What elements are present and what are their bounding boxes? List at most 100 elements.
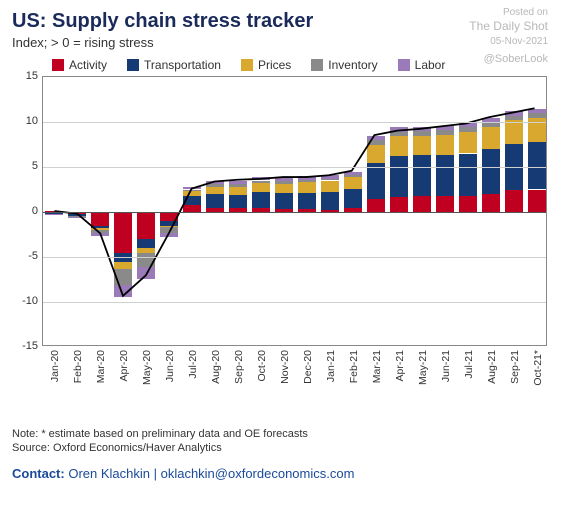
bar-segment-prices <box>321 181 339 193</box>
bar-segment-activity <box>436 196 454 212</box>
bar-segment-inventory <box>183 190 201 192</box>
x-tick-label: Aug-20 <box>210 350 222 384</box>
bar-segment-labor <box>367 136 385 141</box>
legend-item: Activity <box>52 58 107 72</box>
bar-segment-activity <box>91 212 109 226</box>
footnote: Note: * estimate based on preliminary da… <box>12 428 552 456</box>
bar-segment-inventory <box>298 180 316 183</box>
bar-segment-inventory <box>321 179 339 181</box>
grid-line <box>43 122 546 123</box>
x-tick-label: Jun-21 <box>440 350 452 382</box>
x-tick-label: Oct-21* <box>532 350 544 386</box>
bar-segment-activity <box>367 199 385 213</box>
bar-segment-labor <box>344 172 362 176</box>
bar-segment-transportation <box>321 192 339 210</box>
watermark-posted: Posted on <box>469 6 548 19</box>
bar-segment-activity <box>160 212 178 221</box>
x-tick-label: May-20 <box>141 350 153 385</box>
y-tick: 5 <box>32 160 38 172</box>
bar-segment-inventory <box>344 175 362 177</box>
legend: Activity Transportation Prices Inventory Lab… <box>52 58 472 72</box>
bar-segment-activity <box>183 205 201 212</box>
y-axis: -15-10-5051015 <box>12 76 42 346</box>
bar-segment-labor <box>252 177 270 181</box>
bar-segment-prices <box>298 182 316 193</box>
legend-item: Transportation <box>127 58 221 72</box>
bar-segment-inventory <box>252 181 270 184</box>
bar-segment-transportation <box>206 194 224 208</box>
bar-segment-labor <box>505 111 523 116</box>
note-line-2: Source: Oxford Economics/Haver Analytics <box>12 442 552 456</box>
bar-segment-transportation <box>459 154 477 196</box>
grid-line <box>43 167 546 168</box>
legend-label: Inventory <box>328 58 377 72</box>
bar-segment-prices <box>229 187 247 195</box>
x-tick-label: Jun-20 <box>164 350 176 382</box>
legend-item: Labor <box>398 58 446 72</box>
bar-segment-labor <box>275 178 293 182</box>
bar-segment-inventory <box>436 130 454 135</box>
grid-line <box>43 257 546 258</box>
bar-segment-labor <box>206 181 224 185</box>
bar-segment-inventory <box>114 269 132 285</box>
legend-swatch <box>398 59 410 71</box>
note-line-1: Note: * estimate based on preliminary da… <box>12 428 552 442</box>
bar-segment-inventory <box>505 116 523 121</box>
bar-segment-transportation <box>275 193 293 209</box>
bar-segment-prices <box>275 184 293 193</box>
bar-segment-transportation <box>436 155 454 196</box>
bar-segment-transportation <box>298 193 316 209</box>
bar-segment-labor <box>229 181 247 185</box>
bar-segment-prices <box>252 183 270 192</box>
bar-segment-activity <box>482 194 500 212</box>
bar-segment-labor <box>137 267 155 279</box>
bar-segment-labor <box>390 127 408 132</box>
legend-swatch <box>311 59 323 71</box>
y-tick: -15 <box>22 340 38 352</box>
bar-segment-labor <box>114 285 132 298</box>
bar-segment-labor <box>459 123 477 128</box>
bar-segment-activity <box>459 196 477 212</box>
bar-segment-transportation <box>252 192 270 208</box>
bar-segment-transportation <box>183 196 201 205</box>
bar-segment-labor <box>321 175 339 179</box>
bar-segment-activity <box>505 190 523 212</box>
x-axis-labels: Jan-20Feb-20Mar-20Apr-20May-20Jun-20Jul-… <box>42 348 547 408</box>
x-tick-label: Mar-20 <box>95 350 107 383</box>
plot-area <box>42 76 547 346</box>
chart-container: US: Supply chain stress tracker Index; >… <box>0 0 564 512</box>
bar-segment-prices <box>183 191 201 196</box>
contact-text: Oren Klachkin | oklachkin@oxfordeconomic… <box>68 466 354 481</box>
bar-segment-inventory <box>413 131 431 136</box>
x-tick-label: Aug-21 <box>486 350 498 384</box>
bar-segment-transportation <box>344 189 362 209</box>
bar-segment-prices <box>413 136 431 156</box>
legend-label: Transportation <box>144 58 221 72</box>
bar-segment-transportation <box>390 156 408 197</box>
bar-segment-labor <box>91 233 109 237</box>
x-tick-label: Jan-20 <box>49 350 61 382</box>
bar-segment-activity <box>528 190 546 213</box>
contact-label: Contact: <box>12 466 65 481</box>
legend-swatch <box>127 59 139 71</box>
bar-segment-labor <box>45 214 63 215</box>
bar-segment-transportation <box>137 239 155 248</box>
x-tick-label: Jan-21 <box>325 350 337 382</box>
legend-label: Prices <box>258 58 291 72</box>
bar-segment-labor <box>528 109 546 114</box>
bar-segment-inventory <box>137 253 155 267</box>
legend-item: Prices <box>241 58 291 72</box>
watermark-site: The Daily Shot <box>469 19 548 35</box>
bar-segment-inventory <box>229 184 247 187</box>
bar-segment-transportation <box>482 149 500 194</box>
legend-item: Inventory <box>311 58 377 72</box>
bar-segment-inventory <box>459 127 477 132</box>
bar-segment-labor <box>160 233 178 238</box>
bar-segment-labor <box>183 187 201 190</box>
chart-area: -15-10-5051015 Jan-20Feb-20Mar-20Apr-20M… <box>12 76 552 386</box>
bar-segment-labor <box>68 217 86 218</box>
bar-segment-prices <box>390 136 408 156</box>
bar-segment-labor <box>436 126 454 131</box>
y-tick: -10 <box>22 295 38 307</box>
bar-segment-inventory <box>275 181 293 184</box>
